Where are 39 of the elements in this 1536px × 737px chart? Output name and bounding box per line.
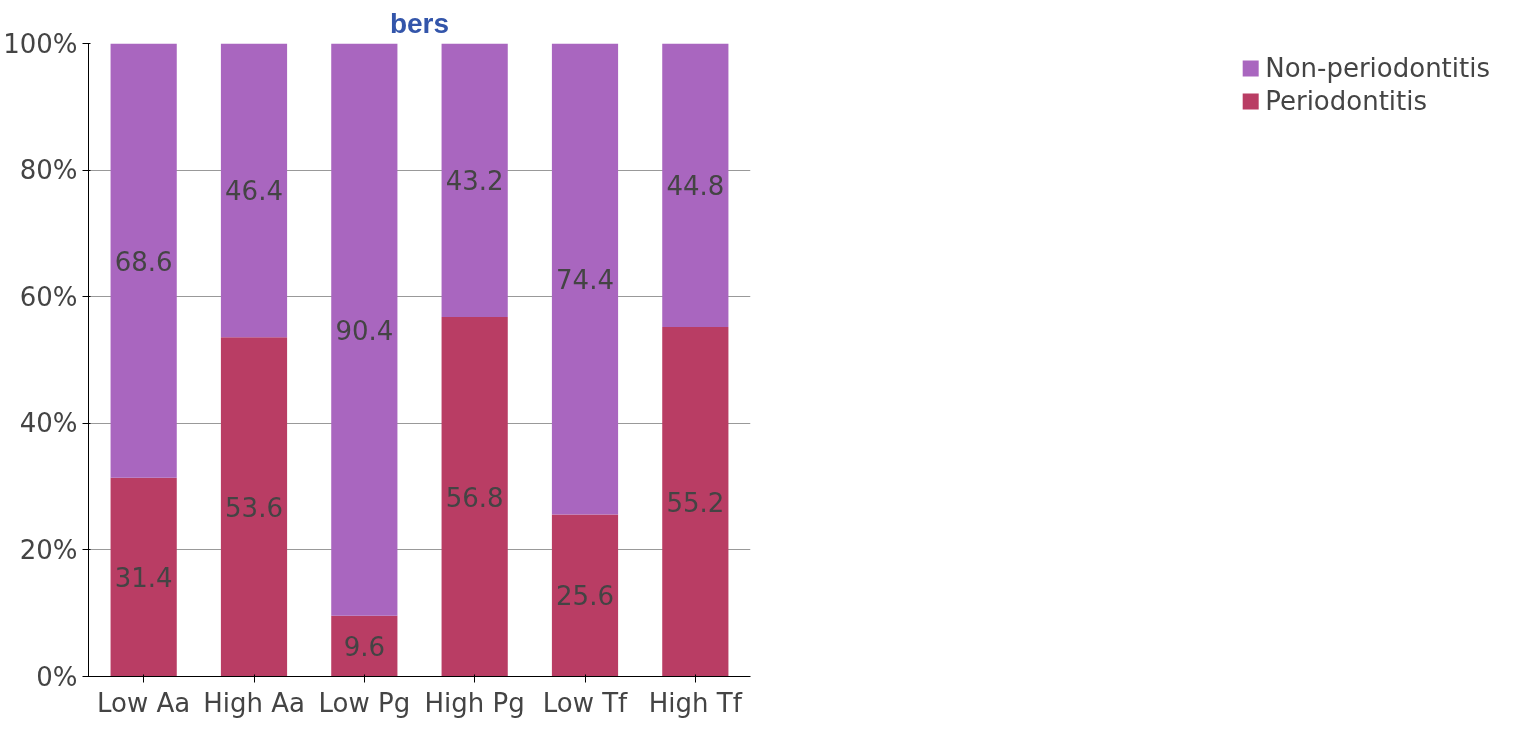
bar: [551, 514, 619, 677]
bar: [331, 43, 398, 616]
y-tick-label: 100%: [3, 28, 78, 59]
bar: [551, 43, 619, 515]
data-label: 44.8: [666, 171, 725, 202]
bar: [220, 337, 288, 677]
x-tick-label: Low Tf: [542, 687, 629, 718]
y-tick-label: 0%: [36, 661, 78, 692]
bar: [441, 316, 508, 677]
data-label: 74.4: [556, 264, 614, 295]
bar: [331, 615, 398, 677]
x-tick-label: High Tf: [648, 687, 743, 718]
x-tick-label: Low Pg: [318, 687, 411, 718]
data-label: 43.2: [445, 166, 504, 197]
bar: [662, 327, 729, 677]
y-tick-label: 20%: [19, 534, 78, 565]
data-label: 68.6: [114, 246, 173, 277]
y-tick-label: 60%: [19, 281, 78, 312]
chart-title: bers: [389, 7, 450, 39]
bar: [110, 477, 177, 677]
data-label: 31.4: [114, 563, 173, 594]
y-tick-label: 80%: [19, 155, 78, 186]
data-label: 25.6: [556, 581, 614, 612]
data-label: 90.4: [335, 315, 394, 346]
legend-label: Periodontitis: [1265, 86, 1428, 116]
bar: [662, 43, 729, 328]
data-label: 46.4: [225, 176, 283, 207]
x-tick-label: High Pg: [424, 687, 525, 718]
y-tick-label: 40%: [19, 408, 78, 439]
data-label: 56.8: [445, 482, 504, 513]
bar: [441, 43, 508, 317]
legend-label: Non-periodontitis: [1265, 53, 1490, 83]
data-label: 9.6: [343, 632, 386, 663]
data-label: 53.6: [225, 492, 283, 523]
x-tick-label: Low Aa: [97, 687, 191, 718]
bar: [110, 43, 177, 478]
data-label: 55.2: [666, 487, 725, 518]
bar: [220, 43, 288, 338]
x-tick-label: High Aa: [203, 687, 305, 718]
